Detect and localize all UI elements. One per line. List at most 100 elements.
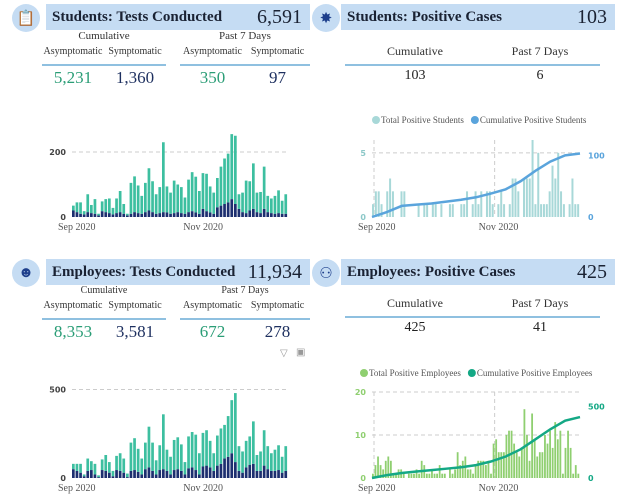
asymptomatic-bar xyxy=(255,192,259,213)
daily-positive-bar xyxy=(559,430,562,478)
asymptomatic-bar xyxy=(180,444,183,471)
y2-tick-label: 500 xyxy=(588,402,605,411)
asymptomatic-bar xyxy=(255,455,259,471)
asymptomatic-bar xyxy=(129,442,133,471)
asymptomatic-bar xyxy=(162,414,165,470)
symptomatic-bar xyxy=(129,470,133,478)
asymptomatic-bar xyxy=(280,456,284,473)
y2-tick-label: 0 xyxy=(588,213,594,222)
asymptomatic-bar xyxy=(241,192,244,213)
asymptomatic-bar xyxy=(266,195,270,213)
y-tick-label: 10 xyxy=(355,431,367,440)
col-sym[interactable]: Symptomatic xyxy=(108,46,162,57)
asymptomatic-bar xyxy=(72,463,75,470)
asymptomatic-bar xyxy=(97,213,100,216)
legend-label: Cumulative Positive Students xyxy=(480,115,587,125)
asymptomatic-bar xyxy=(75,463,79,471)
col-past7[interactable]: Past 7 Days xyxy=(511,296,569,310)
daily-positive-bar xyxy=(438,465,441,478)
cum-value: 103 xyxy=(404,68,426,83)
daily-positive-bar xyxy=(523,178,526,217)
symptomatic-bar xyxy=(86,470,90,478)
col-cumulative[interactable]: Cumulative xyxy=(387,296,443,310)
daily-positive-bar xyxy=(511,178,514,217)
x-tick-label: Nov 2020 xyxy=(479,483,519,494)
daily-positive-bar xyxy=(460,204,463,217)
symptomatic-bar xyxy=(144,469,147,478)
symptomatic-bar xyxy=(136,471,140,478)
symptomatic-bar xyxy=(277,213,280,217)
symptomatic-bar xyxy=(270,213,273,217)
y-tick-label: 500 xyxy=(49,386,66,395)
p7-sym-value: 278 xyxy=(264,322,291,341)
asymptomatic-bar xyxy=(201,432,205,467)
symptomatic-bar xyxy=(162,469,165,478)
col-asym[interactable]: Asymptomatic xyxy=(183,300,242,311)
card-total: 425 xyxy=(577,260,607,283)
filter-icon[interactable]: ▽ xyxy=(280,348,288,359)
daily-positive-bar xyxy=(490,473,492,478)
symptomatic-bar xyxy=(140,474,144,478)
daily-positive-bar xyxy=(502,452,505,478)
symptomatic-bar xyxy=(252,463,255,478)
asymptomatic-bar xyxy=(226,153,230,203)
daily-positive-bar xyxy=(517,191,520,217)
symptomatic-bar xyxy=(266,469,270,478)
symptomatic-bar xyxy=(154,474,158,478)
daily-positive-bar xyxy=(557,152,560,217)
symptomatic-bar xyxy=(93,213,97,217)
symptomatic-bar xyxy=(194,212,198,217)
symptomatic-bar xyxy=(100,470,104,478)
daily-positive-bar xyxy=(431,204,434,217)
asymptomatic-bar xyxy=(262,166,266,209)
col-sym[interactable]: Symptomatic xyxy=(250,46,305,57)
asymptomatic-bar xyxy=(212,192,216,214)
asymptomatic-bar xyxy=(140,195,144,214)
asymptomatic-bar xyxy=(252,163,255,209)
focus-mode-icon[interactable]: ▣ xyxy=(296,347,306,358)
symptomatic-bar xyxy=(151,470,154,478)
asymptomatic-bar xyxy=(82,474,86,477)
daily-positive-bar xyxy=(568,204,571,217)
asymptomatic-bar xyxy=(230,400,234,454)
asymptomatic-bar xyxy=(226,416,230,457)
col-sym[interactable]: Symptomatic xyxy=(108,300,162,311)
asymptomatic-bar xyxy=(151,181,154,213)
col-asym[interactable]: Asymptomatic xyxy=(43,46,103,57)
asymptomatic-bar xyxy=(180,187,183,214)
students-pos-header: Students: Positive Cases 103 xyxy=(341,4,615,30)
symptomatic-bar xyxy=(216,465,219,478)
daily-positive-bar xyxy=(554,178,557,217)
daily-positive-bar xyxy=(554,422,557,478)
asymptomatic-bar xyxy=(223,158,226,204)
asymptomatic-bar xyxy=(216,178,219,208)
daily-positive-bar xyxy=(487,460,490,478)
daily-positive-bar xyxy=(484,465,487,478)
daily-positive-bar xyxy=(377,456,379,478)
asymptomatic-bar xyxy=(154,194,158,214)
daily-positive-bar xyxy=(469,469,472,478)
legend-label: Cumulative Positive Employees xyxy=(477,368,593,378)
asymptomatic-bar xyxy=(273,449,277,471)
symptomatic-bar xyxy=(79,213,82,217)
asymptomatic-bar xyxy=(82,211,86,215)
symptomatic-bar xyxy=(104,470,108,478)
col-sym[interactable]: Symptomatic xyxy=(250,300,305,311)
symptomatic-bar xyxy=(72,210,75,217)
col-past7[interactable]: Past 7 Days xyxy=(511,44,569,58)
col-cumulative[interactable]: Cumulative xyxy=(387,44,443,58)
symptomatic-bar xyxy=(82,476,86,478)
students-tests-header: Students: Tests Conducted 6,591 xyxy=(46,4,310,30)
daily-positive-bar xyxy=(551,165,554,217)
daily-positive-bar xyxy=(531,413,534,478)
symptomatic-bar xyxy=(212,470,216,478)
x-tick-label: Nov 2020 xyxy=(479,222,519,233)
symptomatic-bar xyxy=(90,470,93,478)
asymptomatic-bar xyxy=(212,453,216,471)
asymptomatic-bar xyxy=(93,199,97,214)
asymptomatic-bar xyxy=(223,424,226,459)
asymptomatic-bar xyxy=(126,213,129,216)
people-group-icon: ☻ xyxy=(12,259,40,287)
col-asym[interactable]: Asymptomatic xyxy=(183,46,242,57)
col-asym[interactable]: Asymptomatic xyxy=(43,300,103,311)
